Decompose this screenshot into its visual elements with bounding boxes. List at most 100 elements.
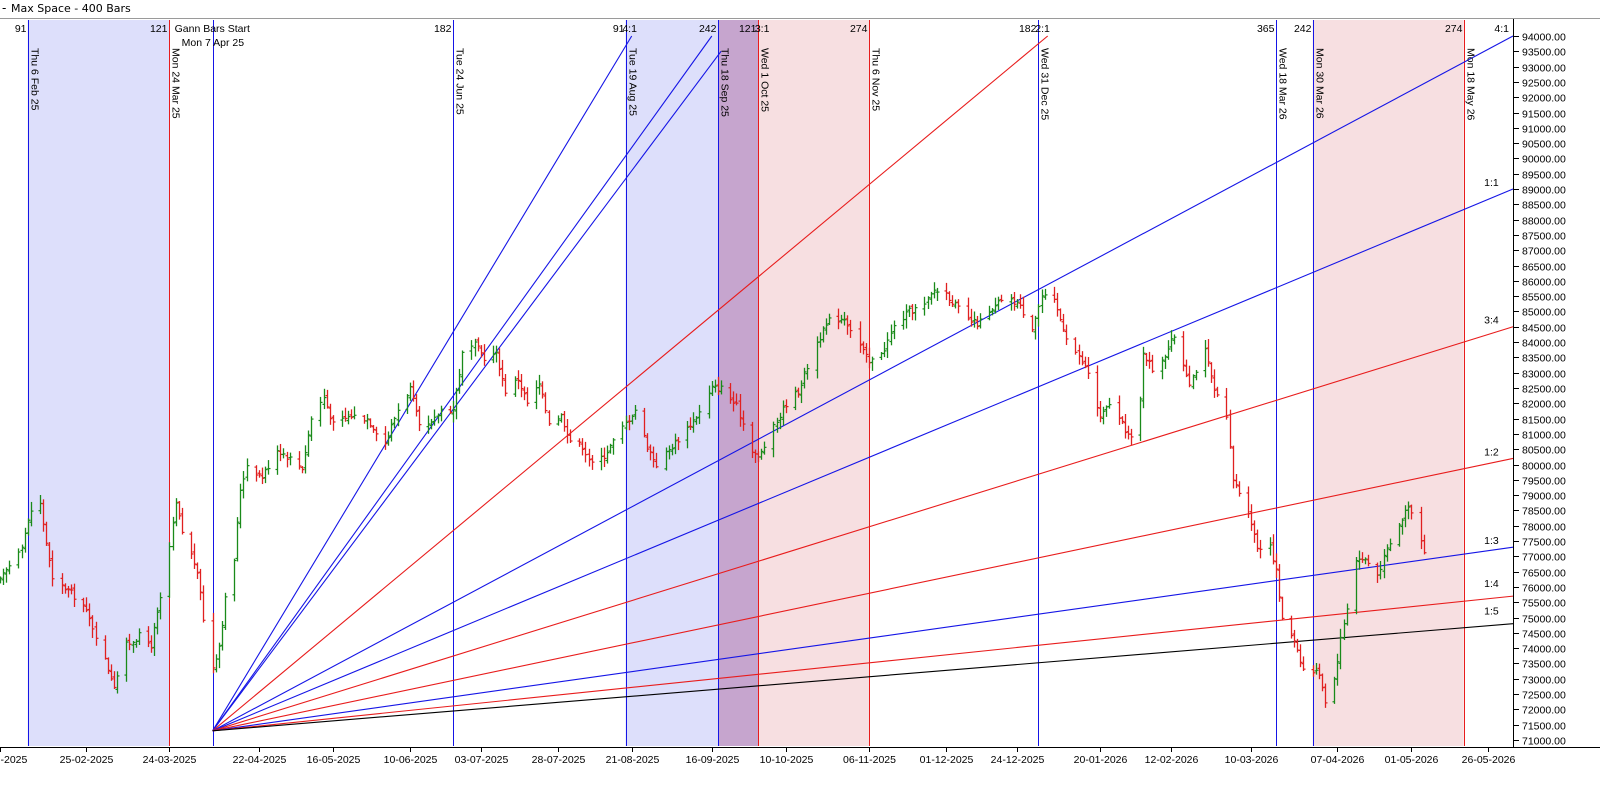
price-bar: [990, 308, 995, 316]
price-bar: [654, 452, 659, 469]
price-bar: [318, 396, 323, 427]
price-bar: [1052, 286, 1057, 303]
price-bar: [69, 584, 74, 595]
price-bar: [155, 607, 160, 635]
price-bar: [503, 374, 508, 397]
price-tick-label: 88000.00: [1522, 216, 1566, 228]
price-bar: [1311, 665, 1316, 677]
price-bar: [836, 308, 841, 330]
price-tick-label: 73500.00: [1522, 659, 1566, 671]
price-bar: [476, 337, 481, 352]
price-bar: [1, 568, 6, 585]
price-bar: [599, 447, 604, 471]
fan-ratio-label: 1:1: [1484, 177, 1499, 189]
price-bar: [94, 621, 99, 646]
date-tick-label: 24-12-2025: [991, 754, 1045, 766]
gann-start-date: Mon 7 Apr 25: [182, 37, 245, 49]
price-bar: [352, 406, 357, 420]
price-bar: [577, 438, 582, 447]
date-tick-label: 06-11-2025: [843, 754, 896, 766]
price-bar: [1228, 409, 1233, 449]
gann-start-title: Gann Bars Start: [175, 23, 250, 35]
price-bar: [457, 368, 462, 394]
price-bar: [762, 441, 767, 455]
price-bar: [1215, 386, 1220, 398]
price-bar: [1249, 504, 1254, 531]
price-axis-bg: [1514, 19, 1600, 748]
price-bar: [1095, 365, 1100, 417]
price-bar: [1314, 662, 1319, 675]
price-bar: [0, 576, 3, 584]
price-bar: [109, 664, 114, 681]
price-bar: [245, 458, 250, 482]
fan-line: [212, 35, 633, 732]
price-bar: [778, 412, 783, 430]
cycle-date-label: Mon 30 Mar 26: [1314, 48, 1326, 119]
price-bar: [87, 603, 92, 627]
date-tick-label: 01-05-2026: [1385, 754, 1439, 766]
title-dash: -: [2, 1, 7, 15]
price-bar: [297, 451, 302, 470]
price-bar: [1409, 504, 1414, 520]
price-bar: [1012, 292, 1017, 311]
price-bar: [189, 531, 194, 559]
price-bar: [540, 381, 545, 399]
price-bar: [1009, 294, 1014, 311]
price-bar: [1274, 553, 1279, 578]
price-bar: [368, 418, 373, 428]
price-tick-label: 79000.00: [1522, 491, 1566, 503]
fan-ratio-label: 2:1: [1035, 23, 1050, 35]
fan-line: [212, 188, 1514, 732]
price-bar: [543, 392, 548, 414]
price-bar: [491, 345, 496, 364]
price-tick-label: 74500.00: [1522, 629, 1566, 641]
price-bar: [448, 405, 453, 415]
price-bar: [343, 407, 348, 422]
price-bar: [1123, 413, 1128, 439]
price-bar: [904, 304, 909, 329]
price-bar: [944, 282, 949, 301]
price-bar: [365, 413, 370, 430]
price-tick-label: 88500.00: [1522, 200, 1566, 212]
price-bar: [519, 374, 524, 398]
price-bar: [235, 517, 240, 562]
date-tick-label: 10-03-2026: [1225, 754, 1279, 766]
price-tick-label: 71000.00: [1522, 736, 1566, 748]
price-bar: [793, 386, 798, 411]
cycle-date-label: Wed 31 Dec 25: [1039, 48, 1051, 120]
price-bar: [1107, 397, 1112, 409]
price-bar: [645, 433, 650, 453]
price-bar: [565, 419, 570, 444]
price-bar: [1172, 334, 1177, 345]
fan-ratio-label: 3:4: [1484, 315, 1499, 327]
price-bar: [1388, 538, 1393, 552]
price-bar: [673, 433, 678, 455]
price-tick-label: 81000.00: [1522, 430, 1566, 442]
price-bar: [1015, 299, 1020, 309]
price-bar: [1335, 653, 1340, 686]
price-bar: [112, 671, 117, 690]
date-axis: 28-01-2025 25-02-2025 24-03-2025 22-04-2025…: [0, 747, 1600, 785]
price-bar: [223, 592, 228, 630]
time-zone: [27, 20, 170, 746]
price-bar: [214, 654, 219, 673]
price-bar: [676, 436, 681, 451]
cycle-count-label: 91: [613, 23, 625, 35]
price-bar: [975, 315, 980, 330]
price-bar: [513, 376, 518, 397]
fan-line: [212, 326, 1514, 732]
price-bar: [300, 466, 305, 474]
price-tick-label: 92000.00: [1522, 93, 1566, 105]
price-bar: [180, 507, 185, 535]
price-bar: [201, 585, 206, 623]
time-zones: [27, 20, 1464, 746]
price-bar: [1258, 539, 1263, 559]
price-bar: [1323, 683, 1328, 708]
price-bar: [1064, 324, 1069, 346]
price-tick-label: 82500.00: [1522, 384, 1566, 396]
date-tick-label: 16-05-2025: [307, 754, 361, 766]
price-bar: [1209, 362, 1214, 383]
price-bar: [602, 447, 607, 468]
price-bar: [1144, 352, 1149, 367]
